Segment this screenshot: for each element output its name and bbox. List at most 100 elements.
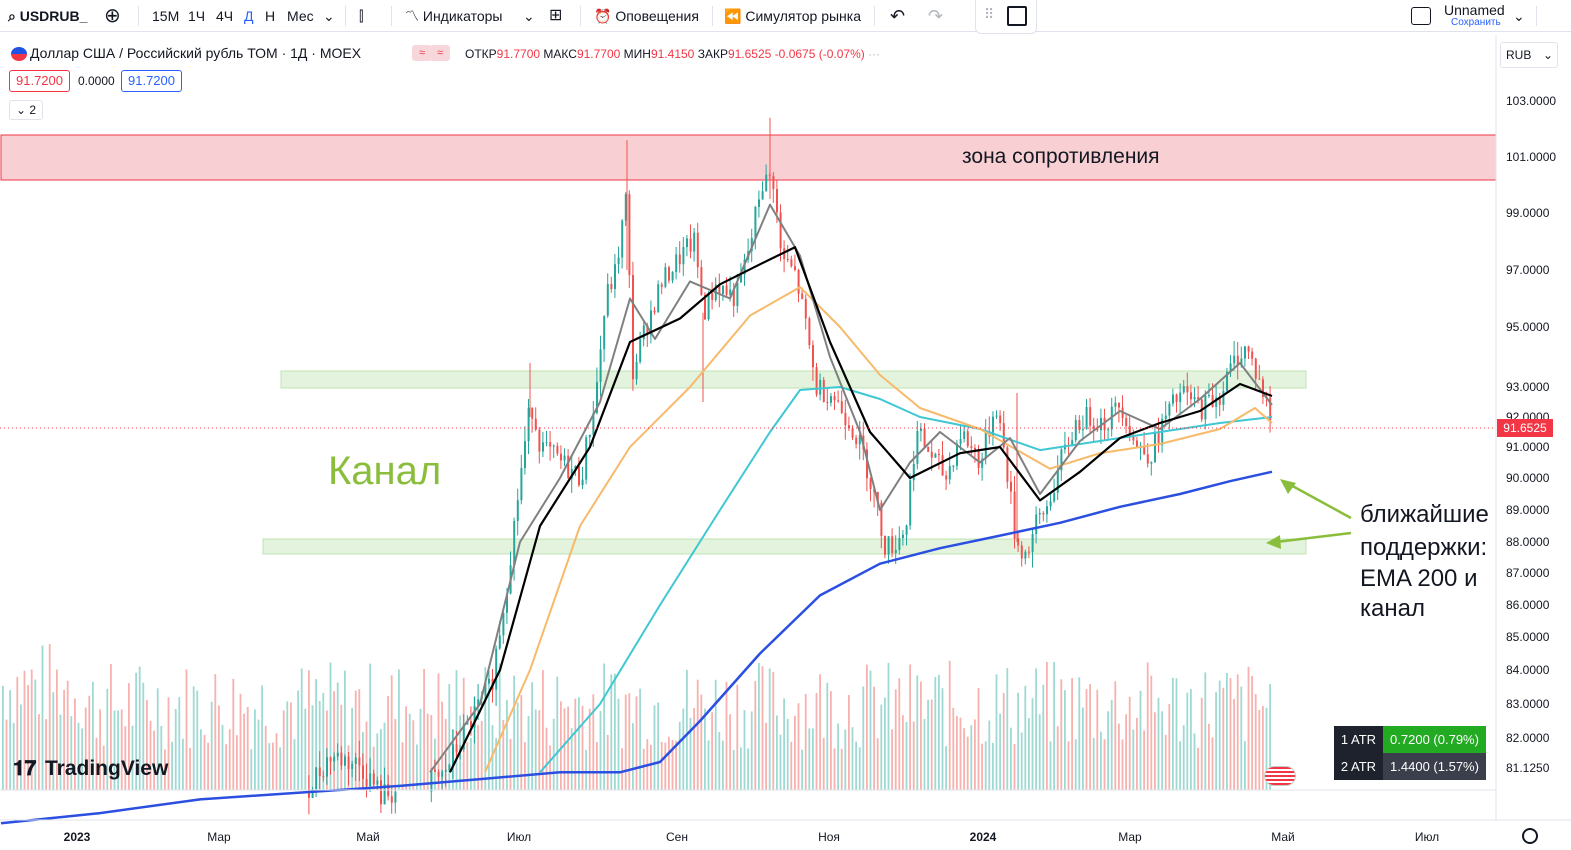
volume-bar [66,680,69,790]
candle-body [765,174,768,192]
interval-4h[interactable]: 4Ч [216,8,234,24]
visibility-toggle-icon[interactable]: ≈ [412,45,432,61]
candle-body [624,194,627,221]
compare-icon[interactable]: ≈ [430,45,450,61]
volume-bar [873,686,875,790]
redo-icon[interactable]: ↷ [928,6,944,26]
gear-icon[interactable] [1522,828,1538,844]
candle-body [1182,386,1185,393]
candle-body [981,458,984,468]
volume-bar [804,693,807,790]
candle-body [938,453,940,456]
volume-bar [930,699,933,790]
volume-bar [250,749,253,790]
add-symbol-icon[interactable]: ⊕ [104,5,121,27]
volume-bar [1110,700,1113,790]
undo-icon[interactable]: ↶ [890,6,906,26]
resistance-zone[interactable] [0,134,1497,181]
volume-bar [423,668,425,790]
candle-body [696,232,699,268]
volume-bar [329,662,332,790]
layout-name[interactable]: Unnamed [1444,2,1505,18]
templates-icon[interactable]: ⊞ [549,7,563,24]
support-annotation-line-1: ближайшие [1360,501,1489,528]
candle-body [1128,426,1131,437]
interval-1d[interactable]: Д [244,8,254,24]
candle-body [326,757,328,777]
candle-body [333,756,336,762]
price-tick-label: 99.0000 [1506,206,1550,220]
volume-bar [63,689,65,790]
candle-body [736,282,739,306]
volume-bar [38,714,40,790]
sell-price-button[interactable]: 91.7200 [9,70,70,92]
symbol-search-button[interactable]: ⌕ USDRUB_ [8,0,87,32]
volume-bar [372,746,375,790]
last-price-label: 91.6525 [1503,421,1547,435]
candle-body [912,463,915,481]
indicators-button[interactable]: 〽 Индикаторы [405,0,502,32]
candle-body [786,259,789,261]
candle-body [585,437,588,480]
volume-bar [635,696,638,790]
volume-bar [729,714,731,790]
candle-body [941,455,944,476]
candle-body [567,455,570,479]
layout-icon[interactable] [1411,7,1431,25]
save-link[interactable]: Сохранить [1451,17,1501,28]
currency-selector[interactable]: RUB ⌄ [1500,42,1558,68]
volume-bar [1168,704,1171,790]
volume-bar [149,720,152,790]
interval-1m[interactable]: Мес [287,8,314,24]
price-axis[interactable]: 103.0000 101.0000 99.0000 97.0000 95.0000 93.… [1506,94,1556,775]
replay-button[interactable]: ⏪ Симулятор рынка [724,0,861,32]
alerts-button[interactable]: ⏰ Оповещения [594,0,699,32]
time-tick-label: Июл [507,830,531,844]
collapse-indicators-button[interactable]: ⌄ 2 [9,100,44,120]
volume-bar [268,743,271,790]
interval-1h[interactable]: 1Ч [188,8,206,24]
volume-bar [1082,707,1084,790]
volume-bar [99,709,101,790]
volume-bar [675,740,677,790]
layout-button[interactable]: ⠿ [975,0,1037,34]
chevron-down-icon[interactable]: ⌄ [523,8,535,24]
volume-bar [480,721,483,790]
channel-upper-zone[interactable] [280,370,1307,389]
volume-bar [282,710,285,790]
time-axis[interactable]: 2023 Мар Май Июл Сен Ноя 2024 Мар Май Июл [64,830,1440,844]
tradingview-logo[interactable]: 𝟏𝟕 TradingView [13,757,169,780]
chevron-down-icon[interactable]: ⌄ [323,8,335,24]
volume-bar [1204,672,1207,790]
candle-body [556,445,559,454]
volume-bar [441,701,443,790]
chevron-down-icon[interactable]: ⌄ [1513,8,1525,24]
chart-title[interactable]: Доллар США / Российский рубль ТОМ · 1Д ·… [30,45,362,61]
volume-bar [581,705,584,790]
more-icon[interactable]: ··· [868,47,881,61]
volume-bar [354,690,357,790]
volume-bar [984,741,987,790]
candle-body [920,428,922,432]
interval-15m[interactable]: 15М [152,8,180,24]
volume-bar [430,714,433,790]
volume-bar [1269,683,1271,790]
candle-body [383,784,386,805]
volume-bar [1085,689,1088,790]
channel-lower-zone[interactable] [262,538,1307,555]
volume-bar [232,678,235,790]
candle-body [790,259,793,267]
volume-bar [736,684,739,790]
volume-bar [567,706,569,790]
candles-icon[interactable]: ⫿ [359,8,364,24]
atr-row: 1 ATR 0.7200 (0.79%) [1334,726,1486,753]
buy-price-button[interactable]: 91.7200 [121,70,182,92]
candle-body [830,396,832,403]
candle-body [617,257,620,265]
candle-body [603,315,606,350]
volume-bar [509,738,512,790]
volume-bar [768,668,771,790]
volume-bar [84,707,87,790]
interval-1w[interactable]: Н [265,8,276,24]
